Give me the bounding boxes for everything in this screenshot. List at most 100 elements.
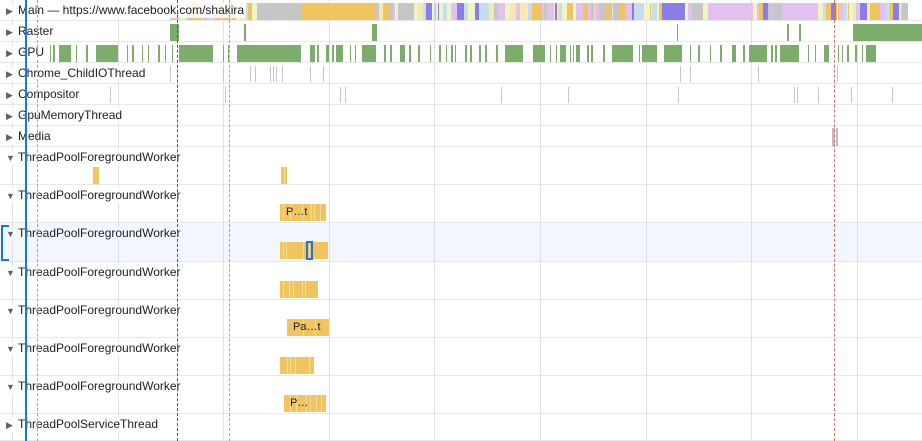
worker-task[interactable] — [93, 167, 99, 184]
gpu-task[interactable] — [603, 45, 605, 62]
gpu-task[interactable] — [815, 45, 816, 62]
main-task[interactable] — [464, 3, 468, 20]
main-task[interactable] — [542, 3, 544, 20]
io-event[interactable] — [794, 87, 795, 103]
main-task[interactable] — [263, 3, 264, 20]
main-task[interactable] — [396, 3, 398, 20]
main-task[interactable] — [404, 3, 406, 20]
main-task[interactable] — [693, 3, 699, 20]
io-event[interactable] — [270, 66, 271, 82]
main-task[interactable] — [356, 3, 363, 20]
triangle-right-icon[interactable]: ▶ — [6, 48, 13, 58]
main-task[interactable] — [293, 3, 295, 20]
gpu-task[interactable] — [350, 45, 351, 62]
main-task[interactable] — [735, 3, 736, 20]
main-task[interactable] — [763, 3, 768, 20]
main-task[interactable] — [632, 3, 634, 20]
gpu-task[interactable] — [612, 45, 633, 62]
main-task[interactable] — [652, 3, 657, 20]
main-task[interactable] — [257, 3, 263, 20]
track-row[interactable]: ▼ ThreadPoolForegroundWorker — [0, 300, 922, 338]
main-task[interactable] — [853, 3, 856, 20]
worker-task[interactable]: Pa…t — [287, 319, 329, 336]
raster-task[interactable] — [799, 24, 801, 41]
main-task[interactable] — [889, 3, 890, 20]
main-task[interactable] — [772, 3, 773, 20]
triangle-right-icon[interactable]: ▶ — [6, 6, 13, 16]
main-task[interactable] — [505, 3, 510, 20]
gpu-task[interactable] — [496, 45, 498, 62]
main-task[interactable] — [527, 3, 528, 20]
gpu-task[interactable] — [690, 45, 691, 62]
main-task[interactable] — [301, 3, 303, 20]
main-task[interactable] — [880, 3, 885, 20]
main-task[interactable] — [588, 3, 591, 20]
main-task[interactable] — [363, 3, 364, 20]
main-task[interactable] — [885, 3, 889, 20]
gpu-task[interactable] — [560, 45, 566, 62]
main-task[interactable] — [847, 3, 848, 20]
triangle-right-icon[interactable]: ▶ — [6, 90, 13, 100]
main-task[interactable] — [559, 3, 562, 20]
main-task[interactable] — [554, 3, 555, 20]
main-task[interactable] — [248, 3, 252, 20]
main-task[interactable] — [851, 3, 852, 20]
track-row[interactable]: ▶ GpuMemoryThread — [0, 105, 922, 126]
main-task[interactable] — [688, 3, 692, 20]
gpu-task[interactable] — [720, 45, 722, 62]
io-event[interactable] — [276, 66, 277, 82]
main-task[interactable] — [606, 3, 609, 20]
main-task[interactable] — [411, 3, 414, 20]
main-task[interactable] — [662, 3, 669, 20]
triangle-down-icon[interactable]: ▼ — [6, 344, 15, 354]
main-task[interactable] — [899, 3, 901, 20]
io-event[interactable] — [818, 87, 819, 103]
main-task[interactable] — [330, 3, 332, 20]
main-task[interactable] — [274, 3, 281, 20]
main-task[interactable] — [264, 3, 268, 20]
triangle-right-icon[interactable]: ▶ — [6, 420, 13, 430]
gpu-task[interactable] — [148, 45, 149, 62]
gpu-task[interactable] — [533, 45, 545, 62]
gpu-task[interactable] — [132, 45, 134, 62]
main-task[interactable] — [406, 3, 411, 20]
track-header[interactable]: ▼ ThreadPoolForegroundWorker — [6, 150, 183, 165]
main-task[interactable] — [346, 3, 350, 20]
main-task[interactable] — [340, 3, 345, 20]
main-task[interactable] — [557, 3, 559, 20]
gpu-task[interactable] — [842, 45, 843, 62]
main-task[interactable] — [418, 3, 419, 20]
main-task[interactable] — [369, 3, 374, 20]
main-task[interactable] — [468, 3, 475, 20]
io-event[interactable] — [568, 87, 569, 103]
main-task[interactable] — [547, 3, 554, 20]
main-task[interactable] — [768, 3, 772, 20]
gpu-task[interactable] — [439, 45, 441, 62]
gpu-task[interactable] — [847, 45, 849, 62]
main-task[interactable] — [736, 3, 739, 20]
main-task[interactable] — [327, 3, 330, 20]
main-task[interactable] — [583, 3, 584, 20]
main-task[interactable] — [860, 3, 867, 20]
main-task[interactable] — [364, 3, 369, 20]
main-task[interactable] — [709, 3, 712, 20]
track-row[interactable]: ▶ Main — https://www.facebook.com/shakira — [0, 0, 922, 21]
gpu-task[interactable] — [743, 45, 745, 62]
gpu-task[interactable] — [179, 45, 213, 62]
main-task[interactable] — [753, 3, 757, 20]
io-event[interactable] — [892, 87, 893, 103]
gpu-task[interactable] — [165, 45, 166, 62]
main-task[interactable] — [796, 3, 802, 20]
gpu-task[interactable] — [749, 45, 767, 62]
main-task[interactable] — [378, 3, 379, 20]
gpu-task[interactable] — [698, 45, 700, 62]
main-task[interactable] — [246, 3, 248, 20]
triangle-down-icon[interactable]: ▼ — [6, 268, 15, 278]
track-row[interactable]: ▼ ThreadPoolForegroundWorker — [0, 223, 922, 262]
gpu-task[interactable] — [228, 45, 229, 62]
gpu-task[interactable] — [771, 45, 773, 62]
main-task[interactable] — [350, 3, 355, 20]
main-task[interactable] — [870, 3, 874, 20]
main-task[interactable] — [268, 3, 269, 20]
main-task[interactable] — [376, 3, 378, 20]
